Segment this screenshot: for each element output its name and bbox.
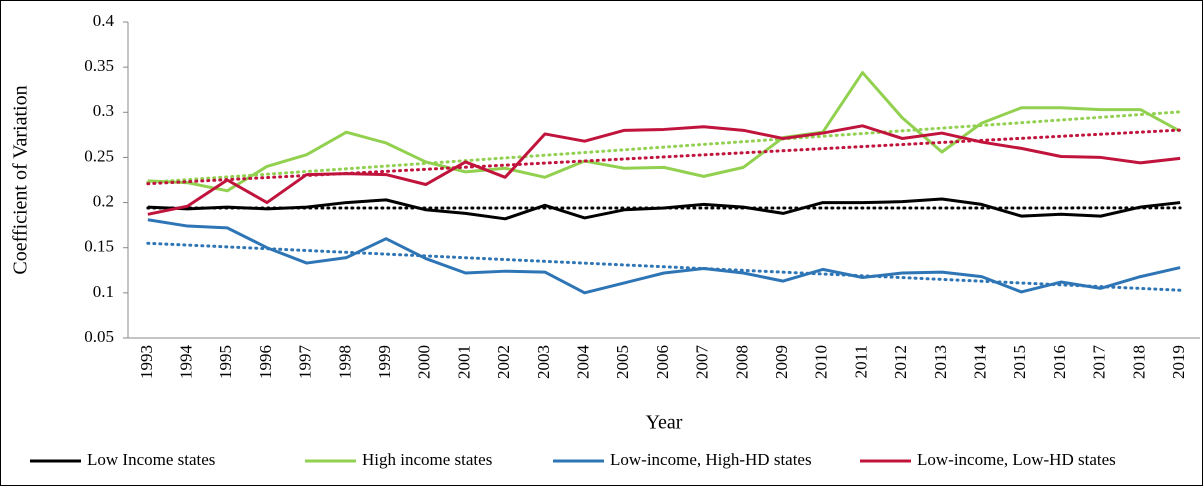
x-tick-label: 1999: [375, 345, 394, 379]
y-tick-label: 0.1: [93, 282, 114, 301]
y-tick-label: 0.2: [93, 191, 114, 210]
y-tick-label: 0.35: [84, 56, 114, 75]
x-tick-label: 1997: [296, 345, 315, 380]
y-tick-label: 0.3: [93, 101, 114, 120]
x-tick-label: 2012: [891, 345, 910, 379]
x-tick-label: 2001: [454, 345, 473, 379]
x-tick-label: 2006: [653, 345, 672, 379]
y-tick-label: 0.25: [84, 146, 114, 165]
x-tick-label: 1996: [256, 345, 275, 379]
x-tick-label: 2017: [1090, 345, 1109, 380]
y-tick-label: 0.4: [93, 11, 115, 30]
x-axis-label: Year: [646, 412, 683, 434]
x-tick-label: 2014: [971, 345, 990, 380]
x-tick-label: 2011: [851, 345, 870, 378]
x-tick-label: 2002: [494, 345, 513, 379]
x-tick-label: 2007: [693, 345, 712, 380]
x-tick-label: 2015: [1010, 345, 1029, 379]
legend-label: Low Income states: [87, 450, 215, 469]
legend-label: High income states: [362, 450, 492, 469]
x-tick-label: 2009: [772, 345, 791, 379]
x-tick-label: 2004: [573, 345, 592, 380]
x-tick-label: 2013: [931, 345, 950, 379]
x-tick-label: 2016: [1050, 345, 1069, 379]
x-tick-label: 2018: [1129, 345, 1148, 379]
x-tick-label: 2008: [732, 345, 751, 379]
x-tick-label: 2003: [534, 345, 553, 379]
x-tick-label: 1995: [216, 345, 235, 379]
x-tick-label: 2019: [1169, 345, 1188, 379]
y-tick-label: 0.15: [84, 237, 114, 256]
x-tick-label: 1998: [335, 345, 354, 379]
x-tick-label: 2010: [812, 345, 831, 379]
y-tick-label: 0.05: [84, 327, 114, 346]
x-tick-label: 2005: [613, 345, 632, 379]
legend-label: Low-income, Low-HD states: [917, 450, 1116, 469]
legend-label: Low-income, High-HD states: [610, 450, 812, 469]
x-tick-label: 2000: [415, 345, 434, 379]
x-tick-label: 1993: [137, 345, 156, 379]
x-tick-label: 1994: [176, 345, 195, 380]
y-axis-label: Coefficient of Variation: [10, 85, 32, 274]
